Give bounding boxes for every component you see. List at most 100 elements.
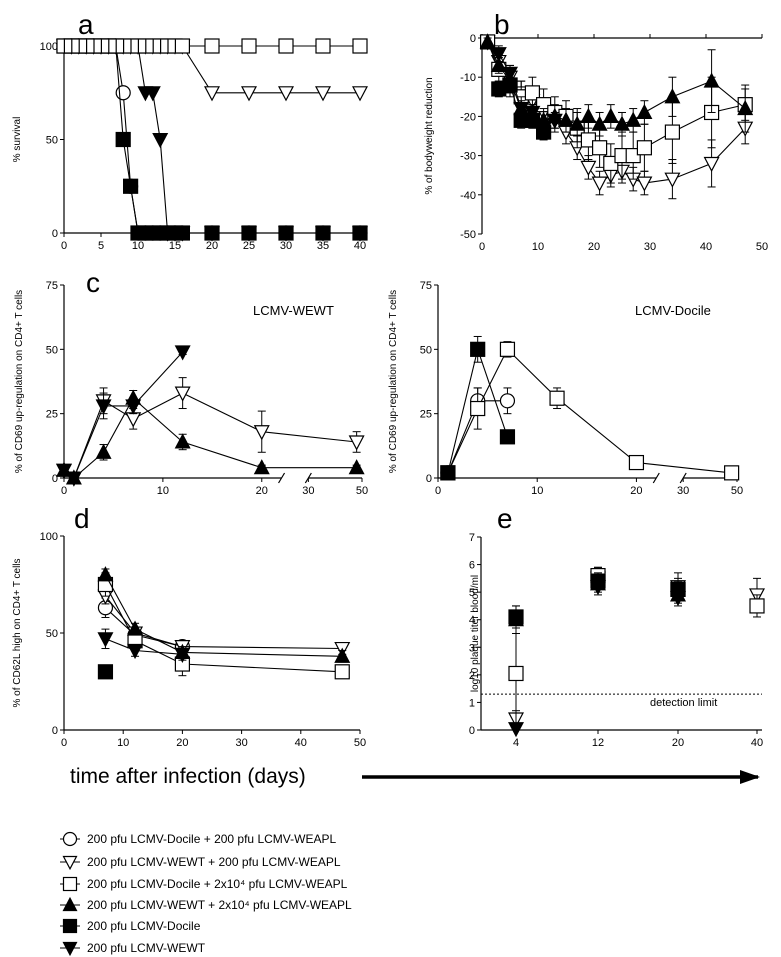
panel-letter-c: c xyxy=(86,267,100,298)
series-tri-down-open xyxy=(508,566,765,728)
data-point xyxy=(549,390,565,406)
legend-marker xyxy=(62,876,78,892)
data-point xyxy=(241,226,257,242)
time-axis-label: time after infection (days) xyxy=(70,765,306,788)
data-point xyxy=(174,345,191,361)
data-point xyxy=(524,105,541,122)
data-point xyxy=(614,115,630,131)
legend-marker xyxy=(62,896,78,912)
series-tri-down-filled xyxy=(97,628,191,663)
y-tick-label: 100 xyxy=(40,41,58,53)
y-tick-label: 0 xyxy=(52,725,58,737)
data-point xyxy=(97,664,114,680)
data-point xyxy=(115,131,131,148)
y-tick-label: 0 xyxy=(470,33,476,45)
data-point xyxy=(499,429,516,445)
data-point xyxy=(535,121,552,137)
y-tick-label: 75 xyxy=(46,280,58,292)
x-tick-label: 50 xyxy=(731,485,743,497)
data-point xyxy=(144,86,161,102)
x-tick-label: 10 xyxy=(117,737,129,749)
x-tick-label: 50 xyxy=(356,485,368,497)
data-point xyxy=(97,566,114,582)
data-point xyxy=(278,226,294,242)
x-tick-label: 40 xyxy=(295,737,307,749)
y-axis-label: % of bodyweight reduction xyxy=(424,77,435,194)
legend-marker xyxy=(62,941,78,957)
legend-text-5: 200 pfu LCMV-WEWT xyxy=(87,941,206,955)
data-point xyxy=(508,609,524,625)
data-point xyxy=(499,341,516,357)
y-tick-label: 0 xyxy=(426,473,432,485)
series-circle-open xyxy=(56,38,368,241)
data-point xyxy=(508,665,524,682)
data-point xyxy=(352,86,368,102)
data-point xyxy=(204,38,220,54)
x-tick-label: 0 xyxy=(61,240,67,252)
y-axis-label: log10 plaque titer blood/ml xyxy=(470,575,481,692)
series-line xyxy=(64,45,360,234)
data-point xyxy=(670,591,686,607)
data-point xyxy=(315,226,331,242)
data-point xyxy=(558,111,574,127)
panel-letter-b: b xyxy=(494,9,510,40)
data-point xyxy=(348,435,365,451)
data-point xyxy=(628,454,645,471)
y-tick-label: 75 xyxy=(420,280,432,292)
panel-c-right-title: LCMV-Docile xyxy=(635,303,711,318)
x-tick-label: 15 xyxy=(169,240,181,252)
x-tick-label: 10 xyxy=(531,485,543,497)
x-tick-label: 40 xyxy=(354,240,366,252)
data-point xyxy=(174,647,191,663)
data-point xyxy=(625,111,642,127)
y-tick-label: 0 xyxy=(469,725,475,737)
x-tick-label: 30 xyxy=(280,240,292,252)
data-point xyxy=(546,113,563,129)
data-point xyxy=(724,465,740,481)
x-tick-label: 50 xyxy=(354,737,366,749)
axis-break-mark xyxy=(652,472,660,484)
data-point xyxy=(499,393,516,409)
data-point xyxy=(603,155,619,172)
x-tick-label: 0 xyxy=(435,485,441,497)
x-tick-label: 20 xyxy=(256,485,268,497)
legend-marker xyxy=(62,831,78,847)
y-tick-label: 50 xyxy=(420,344,432,356)
y-tick-label: 3 xyxy=(469,642,475,654)
data-point xyxy=(174,38,190,54)
series-line xyxy=(63,351,184,479)
data-point xyxy=(334,664,350,680)
data-point xyxy=(470,341,486,357)
series-tri-down-filled xyxy=(56,345,191,487)
data-point xyxy=(636,103,653,120)
panel-c-right: 0 25 50 75 0 10 20 30 50 % of CD69 up-regulation … xyxy=(388,280,743,497)
data-point xyxy=(479,33,496,49)
data-point xyxy=(174,226,191,242)
y-tick-label: 7 xyxy=(469,532,475,544)
x-tick-label: 5 xyxy=(98,240,104,252)
data-point xyxy=(253,425,270,441)
y-tick-label: 100 xyxy=(40,531,58,543)
legend-text-1: 200 pfu LCMV-WEWT + 200 pfu LCMV-WEAPL xyxy=(87,855,341,869)
y-axis-label: % of CD69 up-regulation on CD4+ T cells xyxy=(388,290,399,473)
data-point xyxy=(524,85,541,101)
x-tick-label: 20 xyxy=(206,240,218,252)
legend-text-2: 200 pfu LCMV-Docile + 2x10⁴ pfu LCMV-WEA… xyxy=(87,877,348,891)
data-point xyxy=(440,465,456,481)
x-tick-label: 50 xyxy=(756,241,768,253)
panel-letter-d: d xyxy=(74,503,90,534)
data-point xyxy=(278,86,294,102)
x-tick-label: 20 xyxy=(630,485,642,497)
y-tick-label: 25 xyxy=(420,409,432,421)
data-point xyxy=(204,226,220,242)
data-point xyxy=(470,400,486,417)
series-line xyxy=(104,595,343,650)
data-point xyxy=(127,643,144,660)
y-tick-label: -20 xyxy=(460,111,476,123)
y-axis-label: % survival xyxy=(12,117,23,163)
data-point xyxy=(174,386,191,402)
y-tick-label: 6 xyxy=(469,560,475,572)
y-tick-label: 4 xyxy=(469,615,475,627)
